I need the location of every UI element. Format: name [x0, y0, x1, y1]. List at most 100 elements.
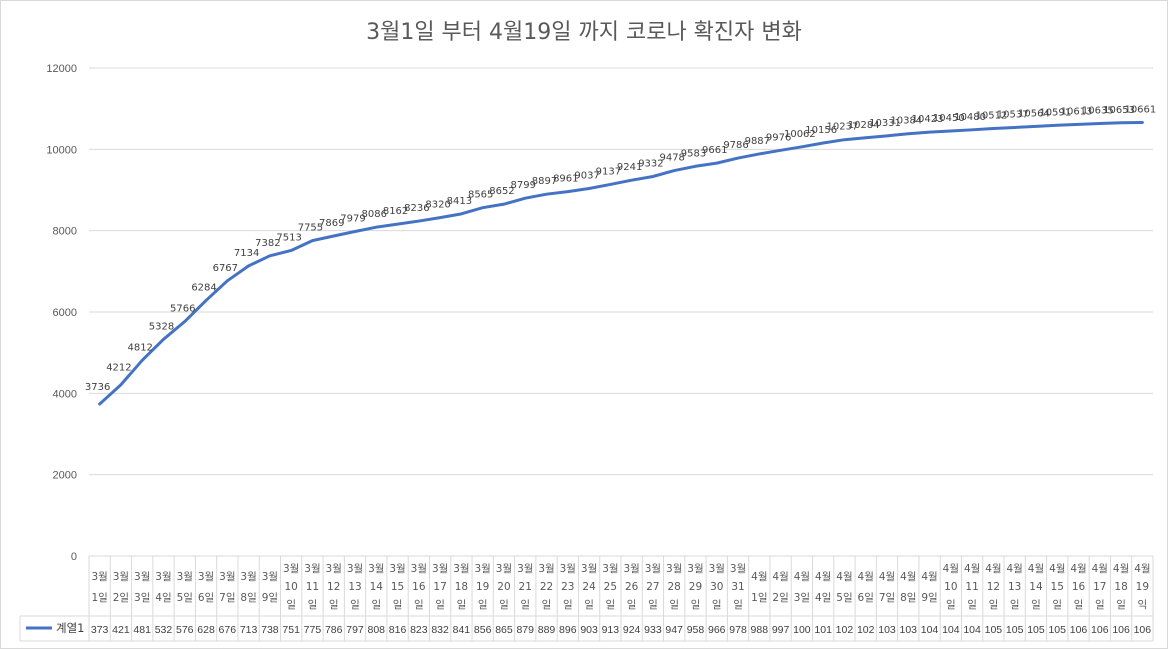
table-value: 532	[155, 624, 173, 636]
category-label: 3월 1일	[91, 571, 107, 604]
table-value: 997	[772, 624, 790, 636]
data-label: 10613	[1061, 106, 1093, 117]
category-label: 4월 13 일	[1007, 563, 1023, 611]
y-tick-label: 0	[71, 551, 77, 563]
table-value: 676	[219, 624, 237, 636]
table-value: 102	[836, 624, 854, 636]
table-value: 841	[453, 624, 471, 636]
category-label: 3월 16 일	[411, 563, 427, 611]
table-value: 104	[963, 624, 981, 636]
table-value: 481	[133, 624, 151, 636]
category-label: 3월 29 일	[687, 563, 703, 611]
table-value: 933	[644, 624, 662, 636]
table-value: 889	[538, 624, 556, 636]
table-value: 103	[900, 624, 918, 636]
table-value: 913	[602, 624, 620, 636]
data-label: 10384	[890, 116, 922, 127]
category-label: 3월 25 일	[602, 563, 618, 611]
data-label: 10450	[933, 113, 965, 124]
table-value: 105	[1048, 624, 1066, 636]
data-label: 10591	[1039, 107, 1071, 118]
data-label: 8413	[447, 196, 472, 207]
table-value: 966	[708, 624, 726, 636]
data-label: 10635	[1082, 106, 1114, 117]
table-value: 738	[261, 624, 279, 636]
data-label: 10284	[848, 120, 880, 131]
category-label: 3월 9일	[262, 571, 278, 604]
y-tick-label: 10000	[46, 144, 77, 156]
category-label: 4월 3일	[794, 571, 810, 604]
table-value: 924	[623, 624, 641, 636]
data-label: 10062	[784, 129, 816, 140]
data-label: 7513	[276, 232, 301, 243]
table-value: 105	[985, 624, 1003, 636]
category-label: 4월 9일	[921, 571, 937, 604]
category-label: 3월 10 일	[283, 563, 299, 611]
data-label: 9786	[723, 140, 748, 151]
table-value: 978	[729, 624, 747, 636]
category-label: 3월 14 일	[368, 563, 384, 611]
category-label: 4월 6일	[858, 571, 874, 604]
category-label: 3월 21 일	[517, 563, 533, 611]
table-value: 628	[197, 624, 215, 636]
category-label: 3월 20 일	[496, 563, 512, 611]
table-value: 104	[921, 624, 939, 636]
data-label: 7869	[319, 218, 344, 229]
table-value: 775	[304, 624, 322, 636]
data-label: 10423	[912, 114, 944, 125]
data-label: 10512	[975, 111, 1007, 122]
category-label: 3월 28 일	[666, 563, 682, 611]
table-value: 106	[1091, 624, 1109, 636]
data-label: 4812	[127, 342, 152, 353]
table-value: 101	[814, 624, 832, 636]
legend-label: 계열1	[56, 621, 84, 635]
category-label: 4월 11 일	[964, 563, 980, 611]
data-label: 9037	[574, 170, 599, 181]
table-value: 713	[240, 624, 258, 636]
table-value: 102	[857, 624, 875, 636]
category-label: 4월 8일	[900, 571, 916, 604]
table-value: 865	[495, 624, 513, 636]
category-label: 3월 12 일	[326, 563, 342, 611]
category-label: 3월 24 일	[581, 563, 597, 611]
data-label: 9478	[659, 153, 684, 164]
chart-title: 3월1일 부터 4월19일 까지 코로나 확진자 변화	[366, 20, 802, 45]
table-value: 106	[1070, 624, 1088, 636]
data-label: 9583	[681, 148, 706, 159]
data-label: 5328	[149, 321, 174, 332]
data-label: 6767	[213, 263, 238, 274]
table-value: 576	[176, 624, 194, 636]
category-label: 4월 12 일	[985, 563, 1001, 611]
table-value: 903	[580, 624, 598, 636]
data-label: 9241	[617, 162, 642, 173]
table-value: 947	[665, 624, 683, 636]
category-label: 4월 19 익	[1134, 563, 1150, 611]
data-label: 4212	[106, 363, 131, 374]
data-label: 8320	[425, 200, 450, 211]
y-tick-label: 2000	[53, 470, 77, 482]
y-tick-label: 4000	[53, 388, 77, 400]
data-label: 8162	[383, 206, 408, 217]
category-label: 3월 5일	[177, 571, 193, 604]
data-label: 6284	[191, 282, 216, 293]
table-value: 879	[516, 624, 534, 636]
data-label: 10564	[1018, 108, 1050, 119]
category-label: 4월 2일	[772, 571, 788, 604]
data-label: 8652	[489, 186, 514, 197]
data-label: 3736	[85, 382, 110, 393]
data-label: 8086	[362, 209, 387, 220]
category-label: 4월 15 일	[1049, 563, 1065, 611]
table-value: 832	[431, 624, 449, 636]
category-label: 3월 8일	[240, 571, 256, 604]
data-label: 8897	[532, 176, 557, 187]
data-label: 10237	[827, 122, 859, 133]
category-label: 3월 27 일	[645, 563, 661, 611]
table-value: 856	[474, 624, 492, 636]
category-label: 3월 15 일	[389, 563, 405, 611]
category-label: 3월 18 일	[453, 563, 469, 611]
category-label: 4월 18 일	[1113, 563, 1129, 611]
y-tick-label: 6000	[53, 307, 77, 319]
table-value: 373	[91, 624, 109, 636]
